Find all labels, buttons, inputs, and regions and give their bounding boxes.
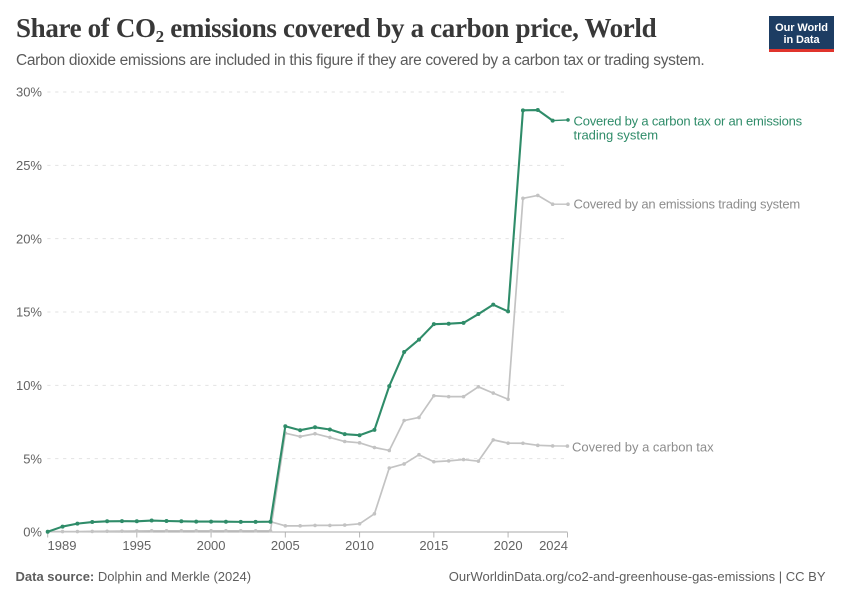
svg-text:2005: 2005	[271, 538, 300, 553]
svg-text:20%: 20%	[16, 231, 42, 246]
svg-text:10%: 10%	[16, 378, 42, 393]
svg-text:2000: 2000	[197, 538, 226, 553]
svg-text:0%: 0%	[23, 525, 42, 540]
svg-text:Covered by an emissions tradin: Covered by an emissions trading system	[574, 197, 801, 212]
svg-text:5%: 5%	[23, 451, 42, 466]
svg-text:Covered by a carbon tax: Covered by a carbon tax	[572, 440, 714, 455]
svg-text:2015: 2015	[419, 538, 448, 553]
svg-text:15%: 15%	[16, 305, 42, 320]
svg-text:25%: 25%	[16, 158, 42, 173]
svg-text:trading system: trading system	[574, 128, 659, 143]
svg-text:1989: 1989	[48, 538, 77, 553]
svg-text:1995: 1995	[122, 538, 151, 553]
svg-text:2010: 2010	[345, 538, 374, 553]
svg-text:2020: 2020	[494, 538, 523, 553]
svg-text:30%: 30%	[16, 85, 42, 100]
svg-text:Covered by a carbon tax or an: Covered by a carbon tax or an emissions	[574, 113, 803, 128]
svg-text:2024: 2024	[539, 538, 568, 553]
